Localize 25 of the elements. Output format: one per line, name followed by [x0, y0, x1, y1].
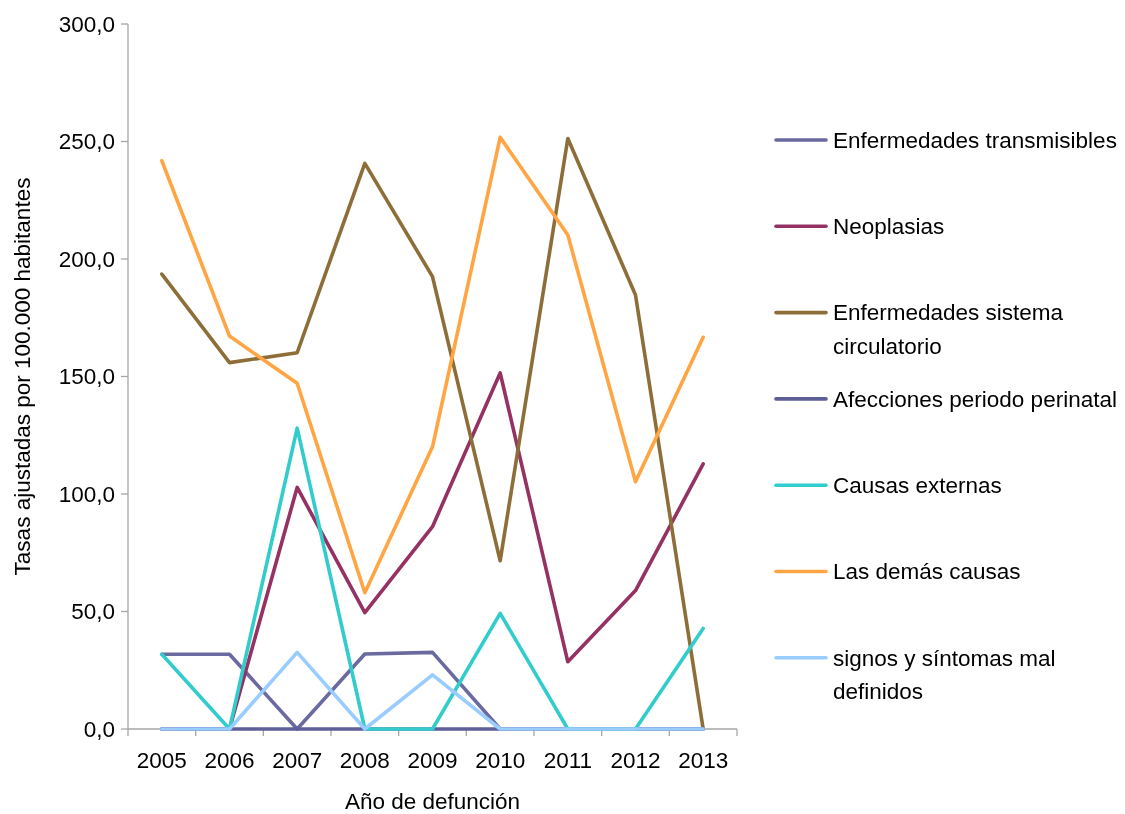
legend-label: signos y síntomas mal definidos [833, 645, 1056, 705]
x-tick-label: 2005 [136, 748, 187, 773]
legend-label: Causas externas [833, 473, 1002, 499]
y-axis-title: Tasas ajustadas por 100.000 habitantes [10, 177, 35, 576]
x-tick-label: 2008 [339, 748, 390, 773]
x-tick-label: 2011 [543, 748, 593, 773]
legend-label: Afecciones periodo perinatal [833, 386, 1117, 412]
y-tick-label: 0,0 [83, 716, 115, 742]
legend-label: Neoplasias [833, 214, 945, 240]
y-tick-label: 150,0 [58, 364, 115, 390]
y-tick-label: 100,0 [58, 481, 115, 507]
x-tick-label: 2007 [272, 748, 323, 773]
legend-label: Enfermedades transmisibles [833, 127, 1117, 153]
x-tick-label: 2006 [204, 748, 255, 773]
x-tick-label: 2013 [678, 748, 729, 773]
x-tick-label: 2010 [475, 748, 526, 773]
y-tick-label: 300,0 [58, 11, 115, 37]
y-tick-label: 250,0 [58, 129, 115, 155]
x-axis-title: Año de defunción [344, 789, 521, 814]
y-tick-label: 50,0 [71, 599, 115, 625]
x-tick-label: 2012 [610, 748, 661, 773]
legend-label: Enfermedades sistema circulatorio [833, 300, 1064, 360]
legend-label: Las demás causas [833, 559, 1021, 585]
y-tick-label: 200,0 [58, 246, 115, 272]
x-tick-label: 2009 [407, 748, 458, 773]
